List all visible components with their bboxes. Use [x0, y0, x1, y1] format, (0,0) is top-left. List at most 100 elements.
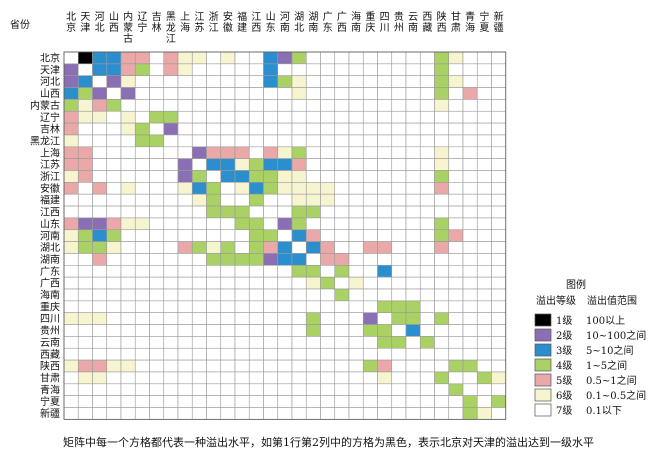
matrix-cell — [405, 347, 421, 361]
matrix-cell — [277, 51, 293, 65]
matrix-cell — [362, 122, 378, 136]
matrix-cell — [234, 229, 250, 242]
matrix-cell — [77, 170, 93, 183]
matrix-cell — [77, 134, 93, 148]
matrix-cell — [448, 193, 464, 207]
matrix-cell — [419, 170, 435, 183]
matrix-cell — [263, 241, 279, 254]
matrix-cell — [63, 193, 79, 207]
matrix-cell — [362, 324, 378, 337]
matrix-cell — [391, 122, 407, 136]
matrix-cell — [434, 146, 450, 159]
matrix-cell — [134, 217, 150, 231]
matrix-cell — [448, 205, 464, 219]
matrix-cell — [177, 205, 193, 219]
matrix-cell — [320, 276, 336, 290]
matrix-cell — [77, 288, 93, 302]
matrix-cell — [106, 407, 122, 420]
matrix-cell — [434, 253, 450, 266]
matrix-cell — [163, 312, 179, 325]
matrix-cell — [405, 264, 421, 278]
matrix-cell — [177, 395, 193, 408]
matrix-cell — [448, 288, 464, 302]
matrix-cell — [234, 158, 250, 171]
matrix-cell — [149, 359, 165, 373]
matrix-cell — [291, 336, 307, 349]
column-label: 宁夏 — [479, 10, 489, 34]
legend-range-label: 0.1以下 — [586, 406, 622, 417]
row-label: 海南 — [40, 289, 60, 302]
matrix-cell — [248, 87, 264, 100]
matrix-cell — [362, 170, 378, 183]
matrix-cell — [277, 205, 293, 219]
matrix-cell — [320, 63, 336, 76]
matrix-cell — [391, 253, 407, 266]
matrix-cell — [220, 395, 236, 408]
matrix-cell — [234, 170, 250, 183]
matrix-cell — [320, 253, 336, 266]
matrix-cell — [92, 312, 108, 325]
matrix-cell — [476, 336, 492, 349]
matrix-cell — [206, 288, 222, 302]
matrix-cell — [92, 241, 108, 254]
matrix-cell — [462, 324, 478, 337]
column-label: 河北 — [95, 11, 105, 34]
matrix-cell — [476, 158, 492, 171]
matrix-cell — [106, 99, 122, 112]
matrix-cell — [149, 264, 165, 278]
column-label: 湖南 — [308, 11, 318, 34]
column-label: 山西 — [109, 11, 119, 34]
matrix-cell — [248, 324, 264, 337]
matrix-cell — [405, 170, 421, 183]
matrix-cell — [320, 264, 336, 278]
matrix-cell — [149, 241, 165, 254]
matrix-cell — [191, 99, 207, 112]
matrix-cell — [234, 205, 250, 219]
matrix-cell — [434, 158, 450, 171]
matrix-cell — [491, 146, 507, 159]
matrix-cell — [277, 146, 293, 159]
matrix-cell — [220, 241, 236, 254]
matrix-cell — [320, 324, 336, 337]
matrix-cell — [149, 158, 165, 171]
matrix-cell — [134, 99, 150, 112]
matrix-cell — [362, 336, 378, 349]
matrix-cell — [377, 276, 393, 290]
matrix-cell — [320, 359, 336, 373]
matrix-cell — [191, 193, 207, 207]
legend-swatch — [534, 403, 552, 417]
matrix-cell — [419, 99, 435, 112]
matrix-cell — [234, 253, 250, 266]
matrix-cell — [334, 359, 350, 373]
row-label: 江西 — [40, 207, 60, 219]
matrix-cell — [149, 134, 165, 148]
matrix-cell — [191, 288, 207, 302]
matrix-cell — [163, 51, 179, 65]
matrix-cell — [248, 134, 264, 148]
matrix-cell — [405, 110, 421, 124]
matrix-cell — [248, 253, 264, 266]
matrix-cell — [391, 324, 407, 337]
matrix-cell — [362, 371, 378, 385]
matrix-cell — [120, 288, 136, 302]
matrix-cell — [92, 407, 108, 420]
row-label: 重庆 — [40, 300, 60, 313]
matrix-cell — [77, 182, 93, 195]
matrix-cell — [163, 264, 179, 278]
matrix-cell — [177, 146, 193, 159]
matrix-cell — [476, 193, 492, 207]
matrix-cell — [434, 217, 450, 231]
matrix-cell — [434, 87, 450, 100]
matrix-cell — [362, 264, 378, 278]
matrix-cell — [291, 264, 307, 278]
matrix-cell — [92, 99, 108, 112]
matrix-cell — [391, 407, 407, 420]
column-label: 北京 — [66, 11, 76, 34]
matrix-cell — [305, 336, 321, 349]
row-label: 新疆 — [40, 407, 60, 420]
matrix-cell — [305, 193, 321, 207]
matrix-cell — [476, 217, 492, 231]
matrix-cell — [220, 146, 236, 159]
matrix-cell — [134, 205, 150, 219]
matrix-cell — [391, 276, 407, 290]
